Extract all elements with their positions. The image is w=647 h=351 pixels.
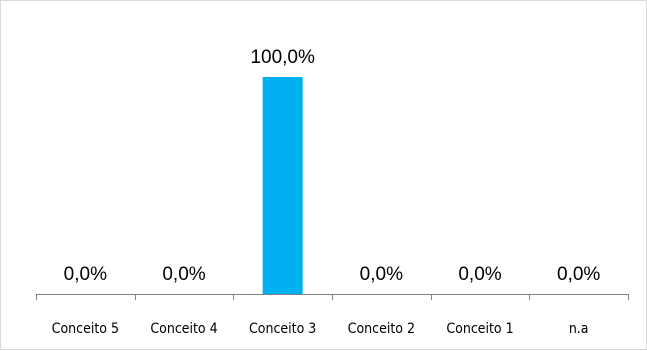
data-label: 0,0% (162, 264, 205, 285)
data-labels-layer: 0,0% 0,0% 100,0% 0,0% 0,0% 0,0% (64, 47, 601, 285)
category-label: Conceito 1 (446, 321, 513, 337)
category-label: Conceito 4 (150, 321, 217, 337)
bar-conceito-3 (262, 77, 303, 294)
bars-layer (262, 77, 303, 294)
category-label: n.a (569, 321, 589, 337)
data-label: 0,0% (360, 264, 403, 285)
data-label: 0,0% (458, 264, 501, 285)
category-label: Conceito 5 (52, 321, 119, 337)
category-label: Conceito 2 (348, 321, 415, 337)
data-label: 100,0% (250, 47, 315, 68)
data-label: 0,0% (64, 264, 107, 285)
data-label: 0,0% (557, 264, 600, 285)
category-label: Conceito 3 (249, 321, 316, 337)
category-labels-layer: Conceito 5 Conceito 4 Conceito 3 Conceito 2… (52, 321, 589, 337)
x-axis (36, 294, 629, 300)
